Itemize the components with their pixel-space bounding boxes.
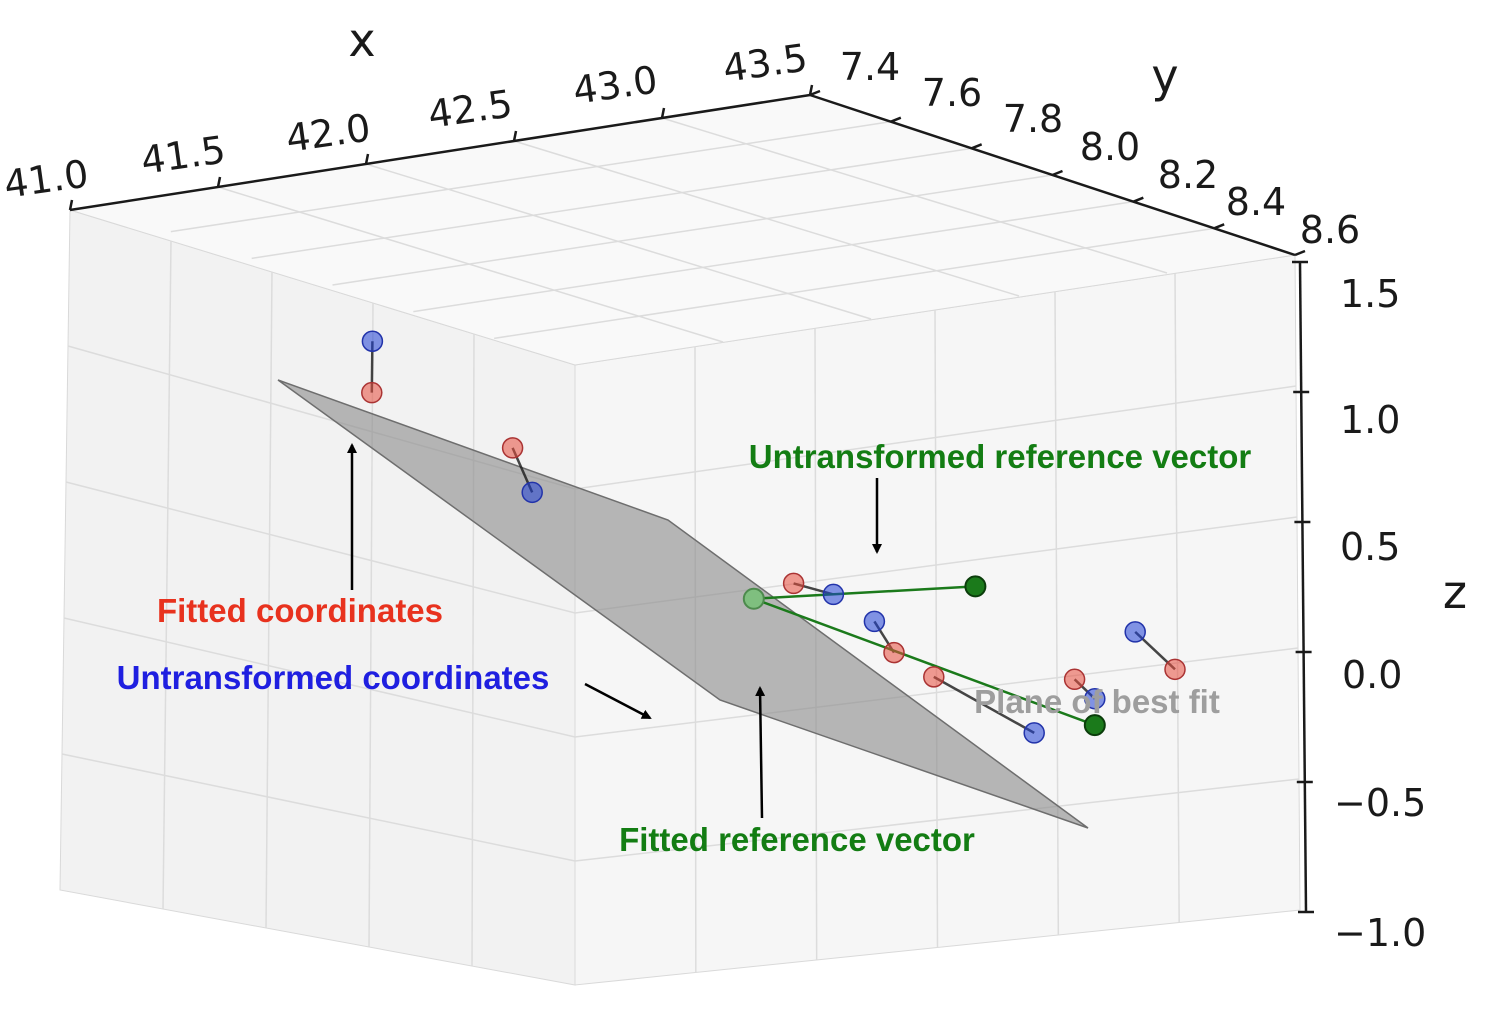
x-tick-mark (364, 153, 370, 165)
y-tick-labels: 7.4 7.6 7.8 8.0 8.2 8.4 8.6 (840, 45, 1360, 252)
x-tick-mark (216, 176, 222, 188)
fitted-point (782, 572, 805, 595)
untransformed-reference-vector-line (753, 585, 976, 601)
y-tick-label: 8.0 (1080, 125, 1140, 169)
grid-line (1174, 273, 1180, 923)
residual-line (933, 675, 1035, 734)
fitted-reference-vector-line (753, 597, 1096, 727)
annotation-fitted-reference-vector: Fitted reference vector (619, 821, 975, 858)
annotation-fitted-coordinates: Fitted coordinates (157, 592, 443, 629)
fitted-point (501, 437, 524, 459)
grid-line (65, 481, 1298, 614)
x-tick-label: 43.5 (720, 35, 810, 90)
y-tick-mark (809, 89, 821, 97)
x-tick-label: 41.0 (1, 151, 91, 206)
grid-line (413, 200, 1134, 313)
z-tick-label: 1.0 (1340, 398, 1400, 442)
untransformed-point (1023, 722, 1045, 744)
y-tick-label: 8.2 (1158, 153, 1218, 197)
y-axis-label: y (1151, 49, 1178, 103)
x-axis-line (69, 93, 811, 212)
annotation-untransformed-coordinates: Untransformed coordinates (117, 659, 550, 696)
z-tick-label: −1.0 (1334, 911, 1426, 955)
fitted-point (1164, 658, 1186, 681)
z-tick-label: 1.5 (1340, 272, 1400, 316)
annotation-untransformed-reference-vector: Untransformed reference vector (749, 438, 1252, 475)
y-tick-label: 7.4 (840, 45, 900, 89)
y-tick-mark (1294, 249, 1306, 257)
x-tick-mark (660, 107, 666, 119)
untransformed-point (1084, 687, 1106, 710)
fitted-point (361, 381, 383, 404)
plane-of-best-fit (277, 379, 1089, 829)
grid-line (471, 333, 475, 967)
z-tick-labels: 1.5 1.0 0.5 0.0 −0.5 −1.0 (1334, 272, 1426, 955)
reference-vector-endpoint (964, 575, 987, 598)
untransformed-point (822, 583, 845, 606)
grid-line (63, 617, 1299, 738)
y-tick-label: 8.4 (1226, 180, 1286, 224)
grid-line (1054, 291, 1060, 936)
y-tick-label: 7.6 (922, 71, 982, 115)
annotation-plane-of-best-fit: Plane of best fit (974, 683, 1220, 720)
x-tick-label: 42.5 (425, 81, 515, 136)
x-tick-label: 42.0 (283, 105, 373, 160)
z-axis-line (1298, 261, 1308, 913)
z-axis-label: z (1443, 565, 1467, 619)
fitted-point (923, 666, 945, 688)
reference-vector-endpoint (1083, 714, 1106, 737)
y-tick-mark (1132, 196, 1144, 203)
z-tick-label: −0.5 (1334, 781, 1426, 825)
fitted-point (883, 641, 905, 664)
y-tick-label: 8.6 (1300, 208, 1360, 252)
grid-line (162, 240, 172, 910)
x-tick-mark (808, 84, 814, 96)
untransformed-point (361, 330, 384, 352)
fitted-reference-arrow (755, 686, 766, 819)
grid-line (368, 302, 374, 948)
x-axis-label: x (348, 13, 375, 67)
x-tick-mark (68, 199, 74, 211)
untransformed-point (521, 481, 543, 504)
z-tick-label: 0.5 (1340, 525, 1400, 569)
grid-lines (61, 117, 1300, 973)
y-tick-mark (890, 116, 902, 123)
x-tick-label: 43.0 (570, 57, 660, 112)
grid-line (934, 309, 939, 948)
y-tick-mark (1052, 169, 1063, 177)
tick-marks (68, 84, 1314, 914)
x-tick-mark (512, 130, 518, 142)
data-marks (361, 330, 1186, 744)
y-tick-label: 7.8 (1003, 97, 1063, 141)
grid-line (494, 227, 1215, 340)
grid-line (251, 147, 972, 260)
grid-line (332, 174, 1053, 286)
y-tick-mark (1213, 223, 1225, 230)
z-tick-label: 0.0 (1342, 653, 1402, 697)
grid-line (170, 120, 891, 233)
fitted-point (1063, 668, 1086, 691)
untransformed-point (1124, 621, 1146, 643)
reference-vector-origin (742, 587, 765, 610)
x-tick-label: 41.5 (138, 127, 228, 182)
untransformed-coordinates-arrow (584, 682, 652, 720)
untransformed-point (863, 610, 886, 633)
grid-line (265, 271, 273, 929)
y-tick-mark (971, 143, 983, 150)
